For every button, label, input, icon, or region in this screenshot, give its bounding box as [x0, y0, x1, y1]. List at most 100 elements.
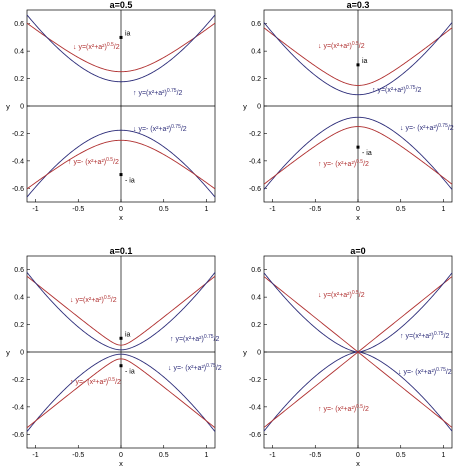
y-tick-label: 0.4 [251, 49, 261, 56]
curve-annotation: ↓ y=(x²+a²)0.5/2 [318, 290, 365, 299]
x-tick-label: 0 [356, 452, 360, 459]
y-axis-label: y [243, 348, 247, 357]
series-line-1 [26, 22, 216, 73]
x-tick-label: -0.5 [72, 206, 84, 213]
series-line-2 [26, 14, 216, 83]
x-tick-label: 0 [356, 206, 360, 213]
y-tick-label: -0.6 [12, 186, 24, 193]
curve-annotation: ↑ y=(x²+a²)0.75/2 [133, 88, 183, 97]
y-tick-label: 0 [20, 350, 24, 357]
x-tick-label: -1 [269, 452, 275, 459]
x-tick-label: 0.5 [396, 452, 406, 459]
point-label: - ia [125, 178, 135, 185]
y-tick-label: 0.4 [14, 49, 24, 56]
series-line-2 [263, 22, 453, 96]
point-label: - ia [362, 150, 372, 157]
series-line-2 [26, 272, 216, 351]
panel-3: a=0.1 -1 -0.5 0 0.5 1 0.6 0.4 0.2 0 -0.2 -0.4 -0.6 x y… [6, 246, 222, 468]
chart-title: a=0.1 [110, 246, 133, 256]
x-axis-label: x [356, 213, 360, 222]
y-tick-label: -0.2 [249, 377, 261, 384]
x-tick-label: -1 [32, 206, 38, 213]
chart-title: a=0.5 [110, 0, 133, 10]
series-line-4 [263, 351, 453, 428]
y-tick-label: -0.2 [249, 131, 261, 138]
y-tick-label: 0 [20, 104, 24, 111]
chart-title: a=0.3 [347, 0, 370, 10]
curve-annotation: ↓ y=(x²+a²)0.5/2 [70, 295, 117, 304]
y-tick-label: 0.6 [14, 21, 24, 28]
curve-annotation: ↑ y=- (x²+a²)0.5/2 [70, 377, 121, 386]
x-tick-label: 0 [119, 206, 123, 213]
curve-annotation: ↓ y=(x²+a²)0.5/2 [318, 41, 365, 50]
curve-annotation: ↑ y=- (x²+a²)0.5/2 [318, 159, 369, 168]
y-axis-label: y [6, 102, 10, 111]
curve-annotation: ↓ y=- (x²+a²)0.75/2 [400, 123, 454, 132]
x-tick-label: 1 [442, 206, 446, 213]
y-tick-label: 0.6 [251, 267, 261, 274]
y-tick-label: 0.4 [251, 295, 261, 302]
y-axis-label: y [6, 348, 10, 357]
marked-point [356, 145, 360, 149]
series-line-1 [26, 275, 216, 346]
curve-annotation: ↑ y=- (x²+a²)0.5/2 [68, 157, 119, 166]
panel-1: a=0.5 -1 -0.5 0 0.5 1 0.6 0.4 0.2 0 -0.2 -0.4 -0.6 x y… [6, 0, 216, 222]
x-tick-label: -1 [32, 452, 38, 459]
curve-annotation: ↑ y=(x²+a²)0.75/2 [400, 331, 450, 340]
series-line-3 [263, 116, 453, 190]
marked-point [119, 173, 123, 177]
point-label: ia [125, 30, 131, 37]
x-tick-label: 0 [119, 452, 123, 459]
x-axis-label: x [119, 213, 123, 222]
y-tick-label: 0.2 [251, 322, 261, 329]
series-line-4 [26, 358, 216, 429]
x-axis-label: x [356, 459, 360, 468]
y-tick-label: 0.6 [251, 21, 261, 28]
y-tick-label: -0.4 [12, 158, 24, 165]
x-tick-label: -1 [269, 206, 275, 213]
series-line-4 [263, 126, 453, 185]
y-tick-label: 0.4 [14, 295, 24, 302]
x-tick-label: 0.5 [159, 452, 169, 459]
marked-point [119, 364, 123, 368]
point-label: ia [362, 58, 368, 65]
x-tick-label: 1 [205, 206, 209, 213]
x-tick-label: -0.5 [309, 452, 321, 459]
marked-point [119, 35, 123, 39]
y-tick-label: 0.2 [251, 76, 261, 83]
curve-annotation: ↓ y=(x²+a²)0.5/2 [73, 42, 120, 51]
point-label: ia [125, 331, 131, 338]
series-line-4 [26, 139, 216, 190]
panel-4: a=0 -1 -0.5 0 0.5 1 0.6 0.4 0.2 0 -0.2 -0.4 -0.6 x y ↓ … [243, 246, 453, 468]
y-tick-label: -0.2 [12, 377, 24, 384]
marked-point [119, 336, 123, 340]
curve-annotation: ↓ y=- (x²+a²)0.75/2 [168, 363, 222, 372]
y-tick-label: 0.2 [14, 76, 24, 83]
x-tick-label: 1 [442, 452, 446, 459]
y-tick-label: -0.6 [249, 432, 261, 439]
x-tick-label: -0.5 [72, 452, 84, 459]
marked-point [356, 63, 360, 67]
y-tick-label: -0.2 [12, 131, 24, 138]
curve-annotation: ↓ y=- (x²+a²)0.75/2 [398, 367, 452, 376]
point-label: - ia [125, 369, 135, 376]
y-tick-label: 0.6 [14, 267, 24, 274]
y-tick-label: 0 [257, 104, 261, 111]
y-tick-label: 0 [257, 350, 261, 357]
curve-annotation: ↑ y=(x²+a²)0.75/2 [372, 85, 422, 94]
y-tick-label: -0.4 [249, 404, 261, 411]
y-tick-label: -0.4 [12, 404, 24, 411]
y-axis-label: y [243, 102, 247, 111]
curve-annotation: ↓ y=- (x²+a²)0.75/2 [133, 124, 187, 133]
y-tick-label: -0.4 [249, 158, 261, 165]
curve-annotation: ↑ y=(x²+a²)0.75/2 [170, 334, 220, 343]
y-tick-label: -0.6 [12, 432, 24, 439]
series-line-3 [26, 353, 216, 432]
x-tick-label: 0.5 [159, 206, 169, 213]
chart-title: a=0 [350, 246, 365, 256]
curve-annotation: ↑ y=- (x²+a²)0.5/2 [318, 404, 369, 413]
panel-2: a=0.3 -1 -0.5 0 0.5 1 0.6 0.4 0.2 0 -0.2 -0.4 -0.6 x y… [243, 0, 454, 222]
y-tick-label: 0.2 [14, 322, 24, 329]
x-tick-label: 1 [205, 452, 209, 459]
